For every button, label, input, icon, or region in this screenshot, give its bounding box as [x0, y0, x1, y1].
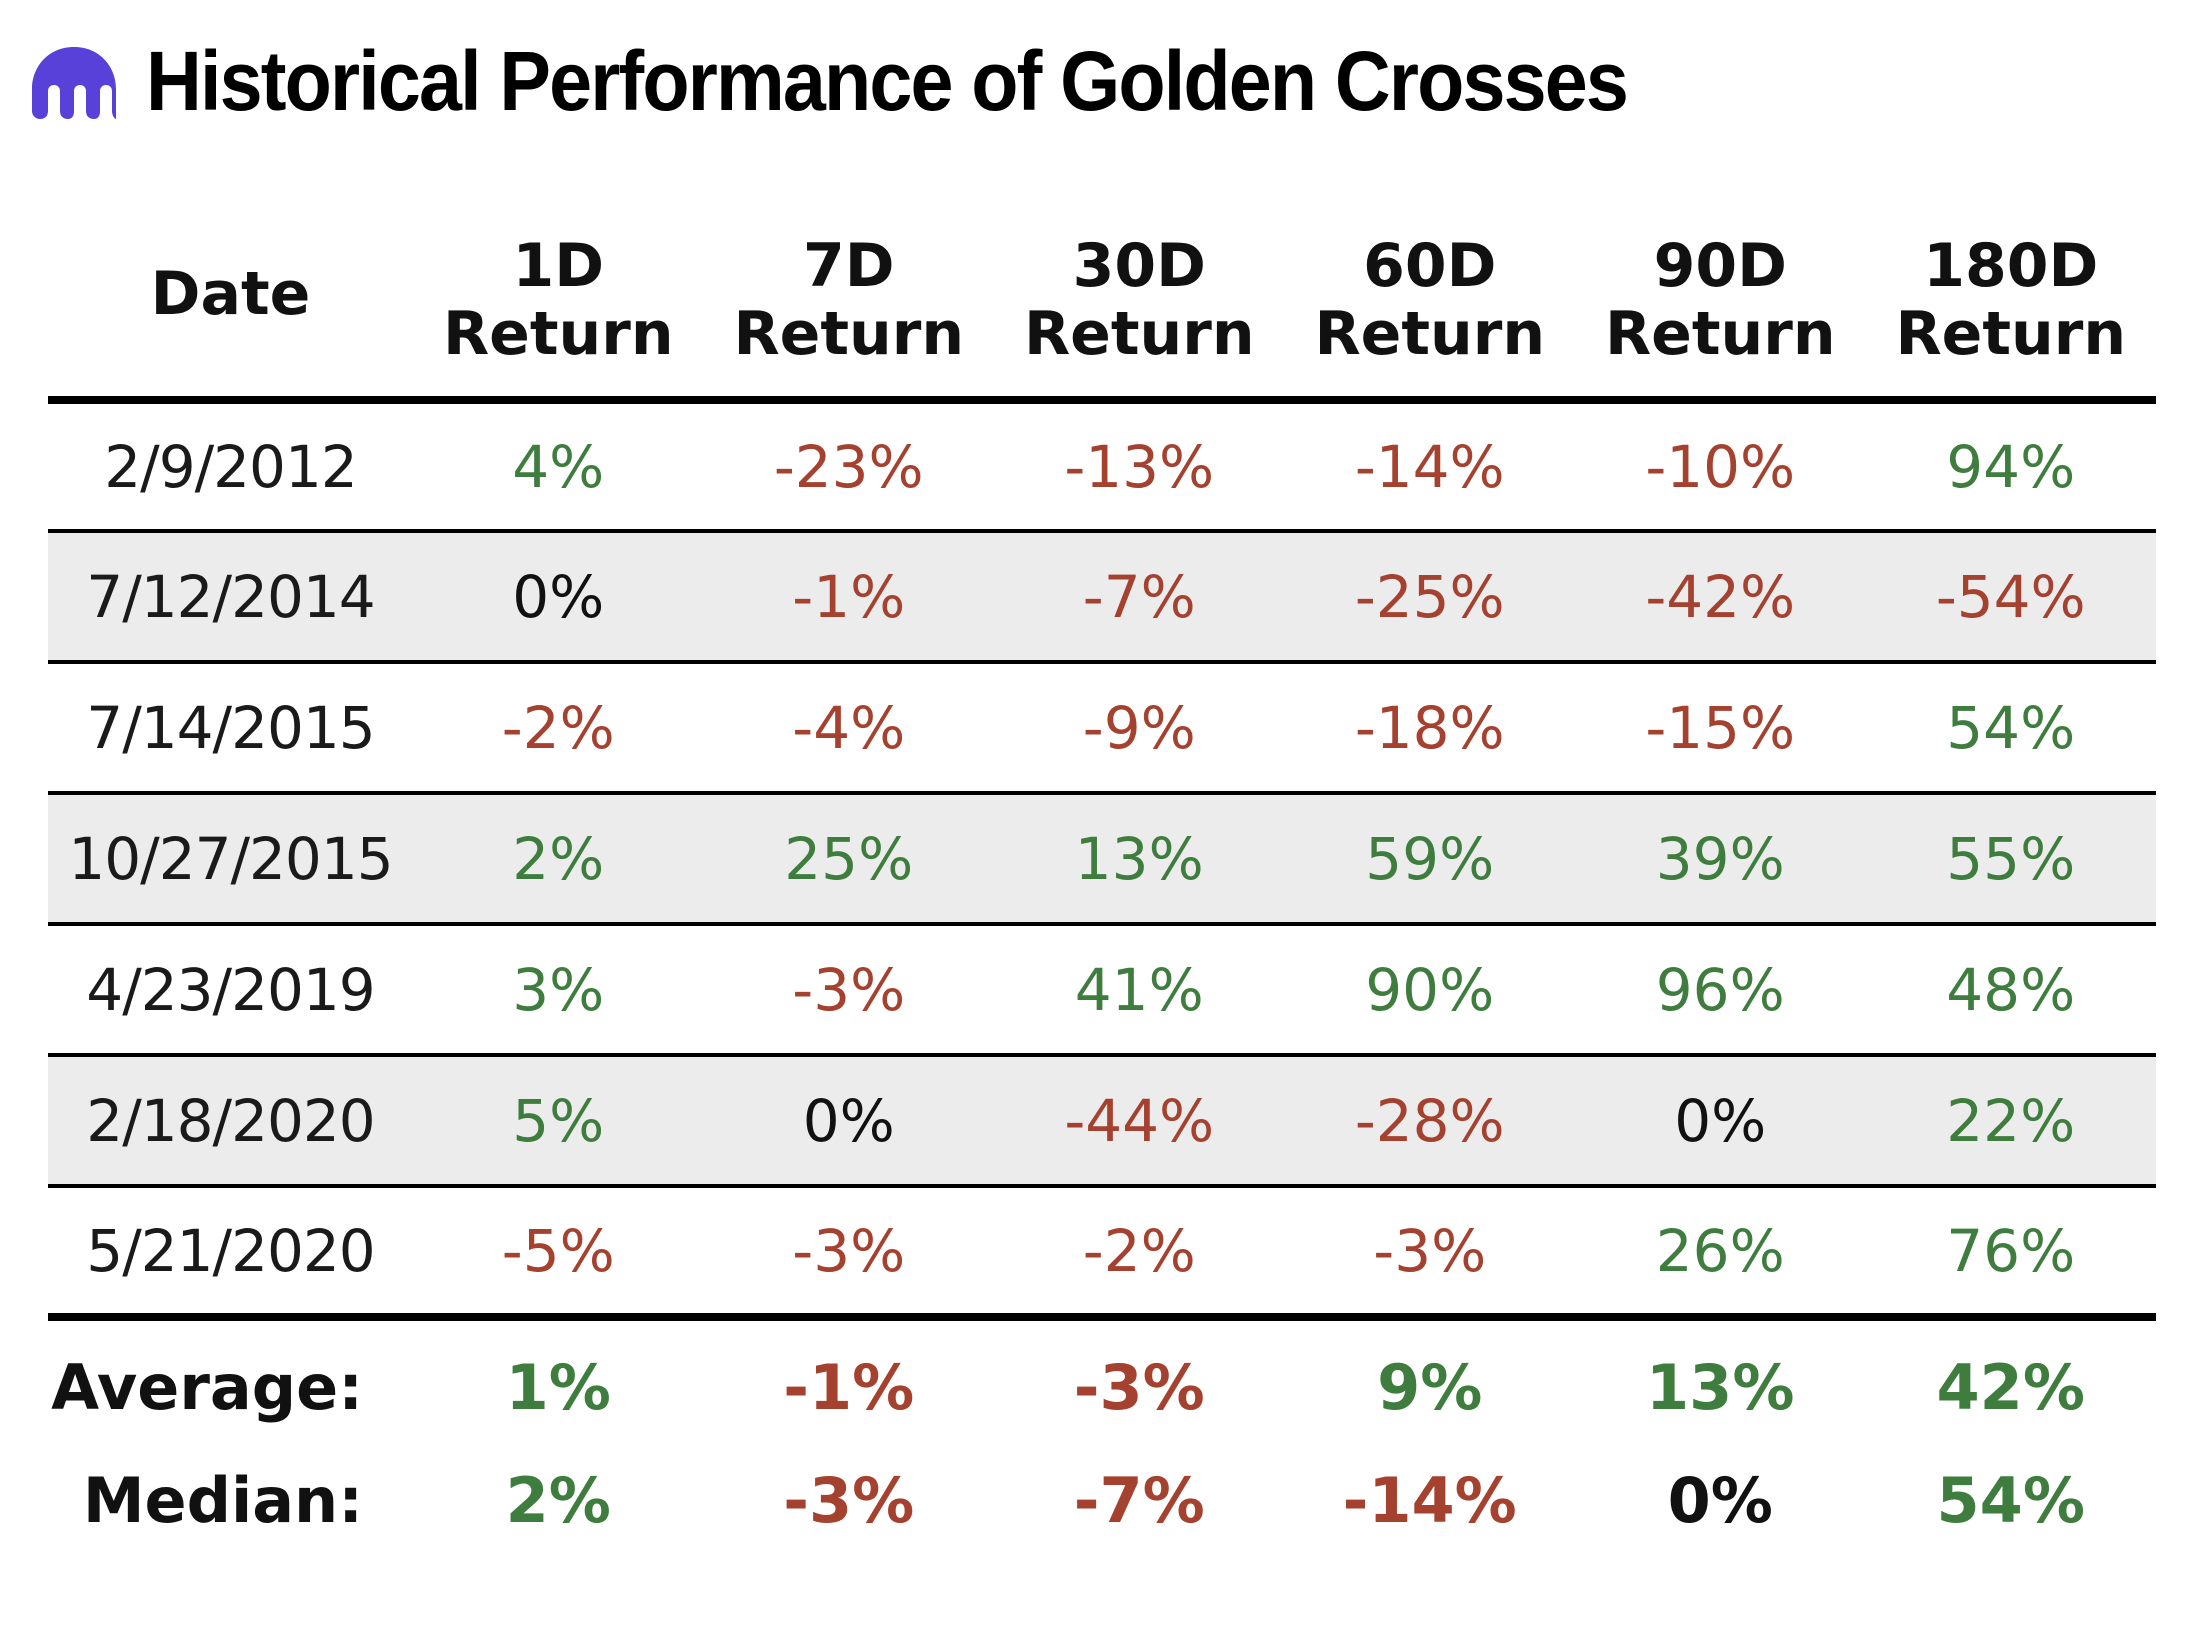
- median-row: Median: 2% -3% -7% -14% 0% 54%: [48, 1439, 2156, 1561]
- summary-cell: 2%: [505, 1463, 611, 1537]
- table-row: 7/14/2015 -2% -4% -9% -18% -15% 54%: [48, 662, 2156, 795]
- return-cell: -1%: [703, 531, 994, 664]
- summary-cell: 13%: [1646, 1350, 1795, 1424]
- return-cell: -3%: [1284, 1186, 1575, 1321]
- return-cell: 26%: [1575, 1186, 1866, 1321]
- date-cell: 4/23/2019: [48, 924, 413, 1057]
- return-cell: 48%: [1865, 924, 2156, 1057]
- column-header-180d: 180D Return: [1865, 231, 2156, 404]
- date-cell: 5/21/2020: [48, 1186, 413, 1321]
- summary-cell: -3%: [1073, 1350, 1205, 1424]
- return-cell: -2%: [994, 1186, 1285, 1321]
- return-cell: 3%: [413, 924, 704, 1057]
- table-row: 2/18/2020 5% 0% -44% -28% 0% 22%: [48, 1055, 2156, 1188]
- golden-cross-table: Date 1D Return 7D Return 30D Return 60D …: [48, 232, 2156, 1561]
- summary-cell: 54%: [1936, 1463, 2085, 1537]
- column-header-90d: 90D Return: [1575, 231, 1866, 404]
- return-cell: 0%: [703, 1055, 994, 1188]
- return-cell: -5%: [413, 1186, 704, 1321]
- return-cell: -2%: [413, 662, 704, 795]
- return-cell: -7%: [994, 531, 1285, 664]
- column-header-period: 7D: [802, 231, 895, 301]
- column-header-period: 30D: [1072, 231, 1206, 301]
- column-header-label: Return: [1023, 299, 1255, 369]
- return-cell: -25%: [1284, 531, 1575, 664]
- summary-cell: 1%: [505, 1350, 611, 1424]
- return-cell: 39%: [1575, 793, 1866, 926]
- summary-cell: -14%: [1342, 1463, 1517, 1537]
- column-header-30d: 30D Return: [994, 231, 1285, 404]
- column-header-60d: 60D Return: [1284, 231, 1575, 404]
- table-row: 10/27/2015 2% 25% 13% 59% 39% 55%: [48, 793, 2156, 926]
- return-cell: 13%: [994, 793, 1285, 926]
- summary-cell: -1%: [783, 1350, 915, 1424]
- return-cell: -15%: [1575, 662, 1866, 795]
- table-row: 7/12/2014 0% -1% -7% -25% -42% -54%: [48, 531, 2156, 664]
- column-header-period: 60D: [1363, 231, 1497, 301]
- return-cell: 76%: [1865, 1186, 2156, 1321]
- date-cell: 2/18/2020: [48, 1055, 413, 1188]
- table-body: 2/9/2012 4% -23% -13% -14% -10% 94% 7/12/2014 0%…: [48, 400, 2156, 1321]
- date-cell: 2/9/2012: [48, 400, 413, 533]
- kraken-logo-icon: [32, 47, 116, 119]
- return-cell: -10%: [1575, 400, 1866, 533]
- column-header-label: Return: [1895, 299, 2127, 369]
- return-cell: 5%: [413, 1055, 704, 1188]
- table-row: 5/21/2020 -5% -3% -2% -3% 26% 76%: [48, 1186, 2156, 1321]
- summary-label: Median:: [82, 1463, 363, 1537]
- return-cell: 90%: [1284, 924, 1575, 1057]
- column-header-7d: 7D Return: [703, 231, 994, 404]
- summary-body: Average: 1% -1% -3% 9% 13% 42% Median: 2% -3% -7% -…: [48, 1317, 2156, 1561]
- column-header-period: 1D: [512, 231, 605, 301]
- column-header-label: Return: [1314, 299, 1546, 369]
- date-cell: 7/12/2014: [48, 531, 413, 664]
- column-header-label: Date: [150, 259, 311, 329]
- summary-cell: 9%: [1377, 1350, 1483, 1424]
- return-cell: 94%: [1865, 400, 2156, 533]
- return-cell: 55%: [1865, 793, 2156, 926]
- return-cell: -23%: [703, 400, 994, 533]
- return-cell: 0%: [413, 531, 704, 664]
- header-row: Date 1D Return 7D Return 30D Return 60D …: [48, 231, 2156, 404]
- date-cell: 7/14/2015: [48, 662, 413, 795]
- return-cell: -3%: [703, 1186, 994, 1321]
- summary-cell: 42%: [1936, 1350, 2085, 1424]
- table-row: 4/23/2019 3% -3% 41% 90% 96% 48%: [48, 924, 2156, 1057]
- summary-cell: -7%: [1073, 1463, 1205, 1537]
- return-cell: 0%: [1575, 1055, 1866, 1188]
- return-cell: -9%: [994, 662, 1285, 795]
- return-cell: -18%: [1284, 662, 1575, 795]
- return-cell: 59%: [1284, 793, 1575, 926]
- return-cell: 4%: [413, 400, 704, 533]
- column-header-date: Date: [48, 232, 413, 404]
- return-cell: -44%: [994, 1055, 1285, 1188]
- return-cell: 54%: [1865, 662, 2156, 795]
- return-cell: 96%: [1575, 924, 1866, 1057]
- column-header-period: 90D: [1653, 231, 1787, 301]
- summary-cell: -3%: [783, 1463, 915, 1537]
- return-cell: -28%: [1284, 1055, 1575, 1188]
- return-cell: -13%: [994, 400, 1285, 533]
- return-cell: -14%: [1284, 400, 1575, 533]
- return-cell: 25%: [703, 793, 994, 926]
- return-cell: -54%: [1865, 531, 2156, 664]
- summary-cell: 0%: [1667, 1463, 1773, 1537]
- return-cell: -4%: [703, 662, 994, 795]
- column-header-label: Return: [733, 299, 965, 369]
- return-cell: 22%: [1865, 1055, 2156, 1188]
- column-header-1d: 1D Return: [413, 231, 704, 404]
- page-title: Historical Performance of Golden Crosses: [146, 33, 1629, 128]
- return-cell: 2%: [413, 793, 704, 926]
- column-header-label: Return: [1604, 299, 1836, 369]
- average-row: Average: 1% -1% -3% 9% 13% 42%: [48, 1317, 2156, 1439]
- return-cell: -3%: [703, 924, 994, 1057]
- title-bar: Historical Performance of Golden Crosses: [24, 26, 1756, 136]
- table-row: 2/9/2012 4% -23% -13% -14% -10% 94%: [48, 400, 2156, 533]
- return-cell: -42%: [1575, 531, 1866, 664]
- column-header-period: 180D: [1923, 231, 2099, 301]
- date-cell: 10/27/2015: [48, 793, 413, 926]
- summary-label: Average:: [51, 1350, 363, 1424]
- return-cell: 41%: [994, 924, 1285, 1057]
- column-header-label: Return: [442, 299, 674, 369]
